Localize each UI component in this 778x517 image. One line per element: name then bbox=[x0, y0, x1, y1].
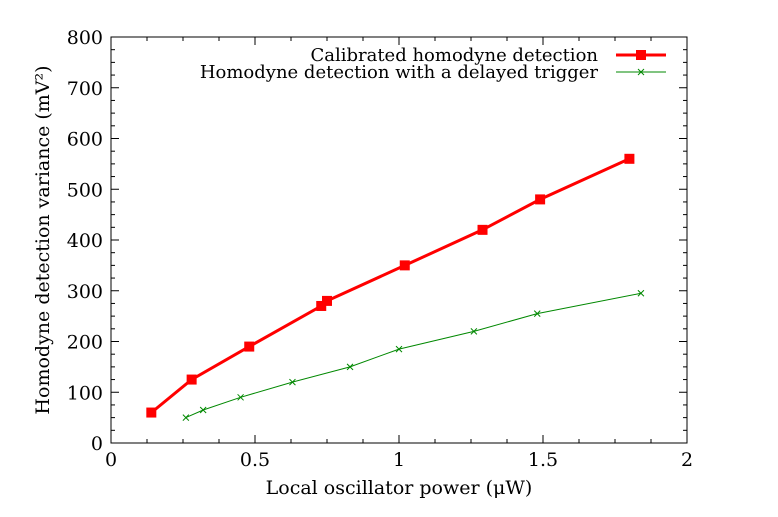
data-point-legend-2 bbox=[637, 68, 645, 76]
y-tick-label: 700 bbox=[67, 78, 103, 100]
data-point-3 bbox=[316, 300, 327, 311]
data-point-6 bbox=[477, 224, 488, 235]
data-point-1 bbox=[186, 374, 197, 385]
data-point-6 bbox=[470, 327, 478, 335]
x-axis-ticks: 0 0.5 1 1.5 2 bbox=[105, 37, 693, 471]
x-tick-label: 1.5 bbox=[528, 449, 558, 471]
data-point-5 bbox=[395, 345, 403, 353]
plot-frame bbox=[110, 36, 688, 444]
data-point-1 bbox=[199, 406, 207, 414]
series-line-1 bbox=[150, 157, 631, 414]
y-tick-label: 800 bbox=[67, 27, 103, 49]
series-layer bbox=[146, 153, 645, 421]
data-point-0 bbox=[182, 414, 190, 421]
y-tick-label: 100 bbox=[67, 382, 103, 404]
y-tick-label: 400 bbox=[67, 230, 103, 252]
data-point-2 bbox=[244, 341, 255, 352]
y-tick-label: 500 bbox=[67, 179, 103, 201]
series-line-2 bbox=[185, 292, 641, 419]
y-tick-label: 600 bbox=[67, 129, 103, 151]
x-tick-label: 0.5 bbox=[240, 449, 270, 471]
data-point-5 bbox=[399, 260, 410, 271]
data-point-2 bbox=[237, 393, 244, 401]
x-tick-label: 1 bbox=[393, 449, 405, 471]
data-point-4 bbox=[346, 363, 354, 371]
series-2 bbox=[182, 289, 645, 421]
y-axis-label: Homodyne detection variance (mV²) bbox=[32, 65, 54, 414]
legend-label-2: Homodyne detection with a delayed trigge… bbox=[200, 62, 599, 83]
series-1 bbox=[146, 153, 635, 418]
legend-label-1: Calibrated homodyne detection bbox=[310, 45, 598, 66]
y-tick-label: 200 bbox=[67, 332, 103, 354]
data-point-8 bbox=[637, 289, 645, 297]
x-tick-label: 2 bbox=[681, 449, 693, 471]
y-tick-label: 0 bbox=[91, 433, 103, 455]
y-axis-ticks: 0 100 200 300 400 500 600 700 800 bbox=[67, 27, 687, 455]
x-tick-label: 0 bbox=[105, 449, 117, 471]
data-point-4 bbox=[322, 295, 332, 306]
data-point-7 bbox=[533, 310, 541, 317]
data-point-7 bbox=[535, 194, 546, 205]
data-point-legend-1 bbox=[636, 50, 646, 60]
x-axis-label: Local oscillator power (μW) bbox=[266, 477, 533, 499]
data-point-8 bbox=[624, 153, 635, 164]
data-point-0 bbox=[146, 407, 157, 418]
data-point-3 bbox=[289, 378, 296, 386]
y-tick-label: 300 bbox=[67, 281, 103, 303]
